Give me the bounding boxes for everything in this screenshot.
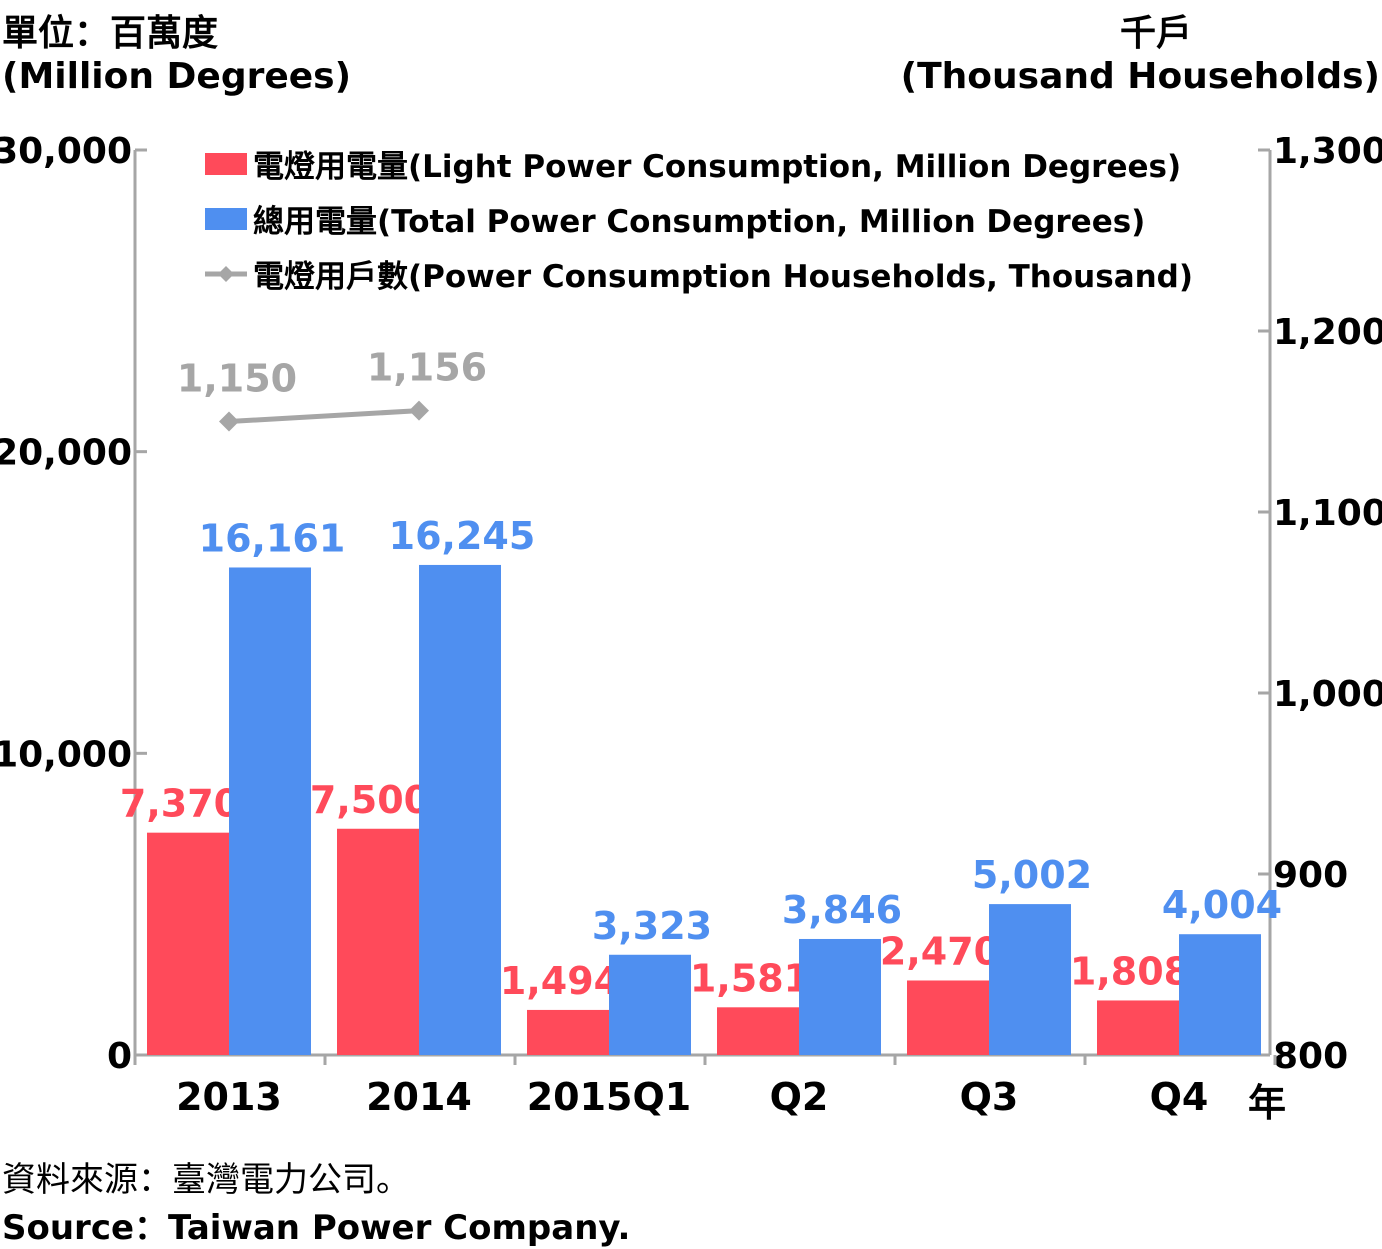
legend-marker-households — [218, 266, 234, 282]
right-axis-unit-zh: 千戶 — [1119, 13, 1192, 54]
data-label-light: 1,494 — [500, 959, 620, 1003]
left-axis-tick-label: 10,000 — [0, 734, 132, 775]
data-label-light: 2,470 — [880, 929, 1000, 973]
data-label-total: 16,161 — [199, 516, 346, 560]
legend-label: 電燈用電量(Light Power Consumption, Million D… — [253, 149, 1181, 185]
data-label-light: 7,500 — [310, 778, 430, 822]
source-note-en: Source：Taiwan Power Company. — [2, 1208, 631, 1248]
right-axis-tick-label: 1,200 — [1273, 312, 1382, 353]
right-axis-tick-label: 800 — [1273, 1036, 1348, 1077]
right-axis-tick-label: 1,100 — [1273, 493, 1382, 534]
bar-light — [1097, 1000, 1179, 1055]
left-axis-tick-label: 20,000 — [0, 433, 132, 474]
right-axis-tick-label: 1,300 — [1273, 131, 1382, 172]
bar-total — [989, 904, 1071, 1055]
left-axis-unit-zh: 單位：百萬度 — [2, 13, 219, 54]
left-axis-unit-en: (Million Degrees) — [2, 56, 352, 97]
data-label-light: 1,581 — [690, 956, 810, 1000]
legend-swatch-light — [205, 153, 247, 175]
bar-light — [527, 1009, 609, 1055]
bar-light — [147, 832, 229, 1055]
x-axis-tick-label: Q4 — [1150, 1075, 1209, 1119]
source-note-zh: 資料來源：臺灣電力公司。 — [2, 1160, 410, 1200]
legend-label: 電燈用戶數(Power Consumption Households, Thou… — [253, 259, 1193, 295]
right-axis-tick-label: 900 — [1273, 855, 1348, 896]
bar-total — [609, 954, 691, 1055]
bar-light — [717, 1007, 799, 1055]
right-axis-tick-label: 1,000 — [1273, 674, 1382, 715]
bar-light — [907, 980, 989, 1055]
data-label-total: 5,002 — [972, 853, 1092, 897]
left-axis-tick-label: 30,000 — [0, 131, 132, 172]
data-label-households: 1,150 — [177, 357, 297, 401]
x-axis-unit: 年 — [1248, 1081, 1287, 1125]
data-label-households: 1,156 — [367, 346, 487, 390]
x-axis-tick-label: 2013 — [176, 1075, 282, 1119]
legend-label: 總用電量(Total Power Consumption, Million De… — [253, 204, 1145, 240]
bar-total — [1179, 934, 1261, 1055]
left-axis-tick-label: 0 — [107, 1036, 132, 1077]
x-axis-tick-label: Q2 — [770, 1075, 829, 1119]
data-label-total: 4,004 — [1162, 883, 1282, 927]
x-axis-tick-label: 2015Q1 — [527, 1075, 692, 1119]
data-label-total: 3,323 — [592, 904, 712, 948]
line-marker-households — [219, 411, 239, 432]
line-marker-households — [409, 400, 429, 421]
bar-total — [799, 938, 881, 1055]
data-label-total: 16,245 — [389, 514, 536, 558]
data-label-light: 7,370 — [120, 782, 240, 826]
x-axis-tick-label: Q3 — [960, 1075, 1019, 1119]
bar-total — [419, 564, 501, 1055]
line-households — [228, 408, 420, 424]
data-label-light: 1,808 — [1070, 949, 1190, 993]
legend-swatch-total — [205, 208, 247, 230]
bar-total — [229, 567, 311, 1055]
bar-light — [337, 828, 419, 1055]
right-axis-unit-en: (Thousand Households) — [900, 56, 1380, 97]
x-axis-tick-label: 2014 — [366, 1075, 472, 1119]
data-label-total: 3,846 — [782, 888, 902, 932]
